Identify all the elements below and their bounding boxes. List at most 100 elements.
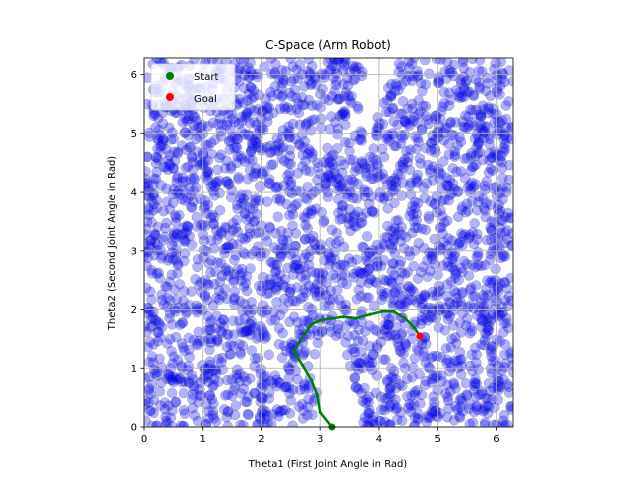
obstacle-sample-point: [144, 385, 155, 396]
obstacle-sample-point: [229, 294, 240, 305]
obstacle-sample-point: [441, 73, 452, 84]
obstacle-sample-point: [470, 159, 482, 171]
obstacle-sample-point: [400, 116, 411, 128]
obstacle-sample-point: [448, 130, 459, 141]
obstacle-sample-point: [272, 244, 283, 256]
obstacle-sample-point: [144, 415, 151, 426]
obstacle-sample-point: [332, 173, 343, 184]
obstacle-sample-point: [245, 263, 256, 274]
obstacle-sample-point: [234, 376, 246, 387]
legend-start-marker: [166, 72, 174, 80]
obstacle-sample-point: [181, 226, 193, 237]
obstacle-sample-point: [306, 100, 318, 111]
obstacle-sample-point: [339, 136, 351, 148]
obstacle-sample-point: [244, 71, 255, 83]
obstacle-sample-point: [349, 346, 361, 358]
obstacle-sample-point: [491, 190, 503, 202]
obstacle-sample-point: [356, 211, 368, 223]
obstacle-sample-point: [165, 134, 177, 145]
obstacle-sample-point: [224, 349, 236, 360]
obstacle-sample-point: [223, 265, 234, 277]
obstacle-sample-point: [295, 186, 306, 197]
obstacle-sample-point: [246, 93, 257, 104]
obstacle-sample-point: [385, 225, 397, 236]
obstacle-sample-point: [378, 274, 389, 286]
obstacle-sample-point: [306, 205, 318, 217]
obstacle-sample-point: [152, 152, 163, 164]
obstacle-sample-point: [469, 380, 480, 392]
obstacle-sample-point: [256, 122, 268, 134]
obstacle-sample-point: [250, 136, 262, 148]
obstacle-sample-point: [216, 226, 227, 237]
obstacle-sample-point: [409, 399, 420, 410]
obstacle-sample-point: [149, 229, 161, 241]
obstacle-sample-point: [480, 306, 491, 317]
obstacle-sample-point: [148, 188, 160, 199]
obstacle-sample-point: [358, 242, 369, 253]
obstacle-sample-point: [239, 207, 250, 219]
obstacle-sample-point: [274, 193, 286, 204]
obstacle-sample-point: [213, 285, 225, 297]
obstacle-sample-point: [499, 130, 510, 142]
obstacle-sample-point: [184, 230, 196, 242]
obstacle-sample-point: [283, 175, 294, 186]
obstacle-sample-point: [356, 156, 368, 167]
obstacle-sample-point: [296, 91, 308, 103]
obstacle-sample-point: [288, 260, 300, 271]
obstacle-sample-point: [253, 141, 264, 153]
obstacle-sample-point: [479, 401, 491, 413]
obstacle-sample-point: [423, 361, 434, 373]
obstacle-sample-point: [300, 287, 312, 298]
obstacle-sample-point: [279, 103, 291, 115]
obstacle-sample-point: [248, 217, 259, 228]
obstacle-sample-point: [484, 133, 495, 145]
path-vertex: [295, 354, 299, 359]
obstacle-sample-point: [309, 114, 320, 125]
obstacle-sample-point: [441, 290, 452, 302]
obstacle-sample-point: [361, 266, 373, 277]
obstacle-sample-point: [144, 308, 153, 319]
obstacle-sample-point: [298, 291, 309, 303]
obstacle-sample-point: [144, 202, 154, 214]
obstacle-sample-point: [374, 118, 385, 129]
obstacle-sample-point: [348, 155, 359, 166]
obstacle-sample-point: [300, 275, 311, 286]
obstacle-sample-point: [324, 65, 335, 76]
obstacle-sample-point: [179, 127, 191, 138]
obstacle-sample-point: [181, 144, 192, 155]
obstacle-sample-point: [265, 418, 277, 427]
obstacle-sample-point: [274, 309, 286, 321]
obstacle-sample-point: [352, 101, 363, 112]
obstacle-sample-point: [412, 197, 424, 209]
obstacle-sample-point: [220, 263, 232, 274]
obstacle-sample-point: [291, 103, 302, 115]
obstacle-sample-point: [361, 231, 373, 242]
obstacle-sample-point: [348, 268, 360, 279]
obstacle-sample-point: [161, 143, 172, 155]
obstacle-sample-point: [341, 278, 352, 290]
obstacle-sample-point: [397, 380, 408, 392]
obstacle-sample-point: [477, 124, 488, 136]
obstacle-sample-point: [339, 260, 350, 272]
obstacle-sample-point: [270, 265, 282, 276]
y-tick-label: 3: [131, 246, 137, 257]
obstacle-sample-point: [174, 373, 185, 384]
obstacle-sample-point: [381, 133, 392, 145]
obstacle-sample-point: [333, 193, 344, 205]
obstacle-sample-point: [241, 214, 253, 225]
obstacle-sample-point: [239, 233, 251, 245]
obstacle-sample-point: [486, 341, 498, 352]
obstacle-sample-point: [353, 324, 365, 335]
obstacle-sample-point: [300, 269, 312, 281]
obstacle-sample-point: [408, 116, 419, 127]
obstacle-sample-point: [179, 302, 190, 314]
obstacle-sample-point: [415, 398, 426, 409]
obstacle-sample-point: [294, 139, 305, 151]
legend-goal-label: Goal: [194, 94, 217, 105]
obstacle-sample-point: [473, 191, 485, 202]
obstacle-sample-point: [470, 74, 482, 85]
obstacle-sample-point: [449, 355, 460, 367]
obstacle-sample-point: [413, 108, 424, 120]
path-vertex: [318, 318, 322, 322]
obstacle-sample-point: [375, 336, 387, 348]
